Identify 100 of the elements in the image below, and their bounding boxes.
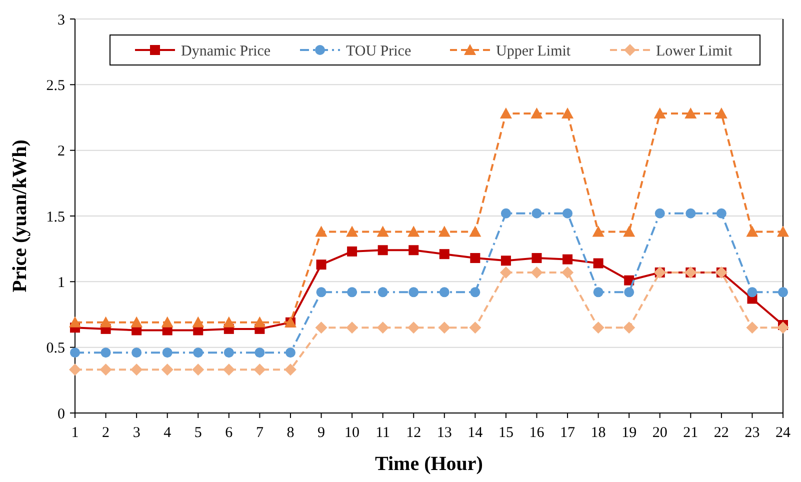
point [469, 322, 482, 334]
point [439, 287, 450, 298]
y-tick-label: 3 [58, 12, 65, 28]
point [746, 322, 758, 334]
x-tick-label: 14 [468, 425, 484, 441]
x-tick-label: 19 [622, 425, 637, 441]
y-tick-label: 1 [58, 274, 65, 291]
point [778, 287, 788, 298]
point [684, 108, 697, 119]
point [224, 348, 234, 358]
point [254, 316, 266, 328]
point [378, 245, 388, 256]
x-tick-label: 7 [256, 425, 264, 441]
point [285, 348, 296, 358]
point [378, 287, 388, 298]
y-tick-label: 0 [58, 406, 65, 422]
legend-label: Dynamic Price [181, 43, 271, 60]
point [192, 316, 204, 328]
point [193, 348, 204, 358]
point [70, 348, 80, 358]
y-tick-label: 2.5 [46, 78, 65, 94]
point [715, 108, 728, 119]
x-tick-label: 23 [744, 425, 760, 441]
point [347, 246, 358, 256]
point [562, 208, 573, 218]
point [132, 348, 142, 358]
x-tick-label: 10 [344, 425, 360, 441]
point [746, 226, 758, 237]
x-tick-label: 8 [286, 425, 294, 441]
point [438, 322, 450, 334]
point [315, 226, 328, 237]
x-tick-label: 9 [318, 425, 326, 441]
x-tick-label: 5 [194, 425, 202, 441]
x-tick-label: 22 [714, 425, 729, 441]
x-tick-label: 4 [164, 425, 172, 441]
point [254, 348, 265, 358]
point [130, 316, 143, 328]
point [562, 108, 574, 119]
x-tick-label: 16 [529, 425, 545, 441]
point [346, 322, 358, 334]
point [438, 226, 450, 237]
legend-label: Upper Limit [496, 43, 572, 60]
point [315, 322, 328, 334]
y-tick-label: 2 [58, 144, 65, 160]
point [623, 322, 636, 334]
point [100, 316, 112, 328]
y-tick-label: 0.5 [46, 340, 65, 357]
point [654, 108, 666, 119]
point [562, 254, 573, 264]
point [439, 249, 450, 260]
x-tick-label: 1 [71, 425, 79, 441]
point [777, 322, 789, 334]
point [530, 108, 543, 119]
point [100, 364, 112, 376]
point [161, 316, 174, 328]
point [192, 364, 204, 376]
point [777, 226, 789, 237]
x-tick-label: 11 [376, 425, 390, 441]
point [222, 364, 235, 376]
point [686, 208, 696, 218]
point [654, 208, 665, 218]
x-tick-label: 6 [225, 425, 234, 441]
point [624, 287, 634, 298]
point [592, 322, 604, 334]
x-tick-label: 2 [102, 425, 110, 441]
x-tick-label: 24 [776, 425, 791, 441]
x-tick-label: 18 [590, 425, 606, 441]
x-tick-label: 20 [652, 425, 668, 441]
x-tick-label: 21 [683, 425, 698, 441]
point [254, 364, 266, 376]
point [500, 208, 511, 218]
point [162, 348, 172, 358]
point [316, 287, 326, 298]
point [69, 364, 81, 376]
point [222, 316, 235, 328]
point [500, 108, 512, 119]
point [130, 364, 143, 376]
point [316, 260, 326, 270]
legend-label: Lower Limit [656, 43, 734, 60]
point [408, 226, 420, 237]
point [716, 208, 726, 218]
point [593, 258, 604, 268]
point [161, 364, 174, 376]
point [469, 226, 482, 237]
x-tick-label: 15 [498, 425, 514, 441]
y-tick-label: 1.5 [46, 209, 65, 226]
point [530, 266, 543, 278]
y-axis-title: Price (yuan/kWh) [9, 140, 31, 292]
x-tick-label: 13 [436, 425, 452, 441]
point [376, 226, 389, 237]
point [408, 287, 419, 298]
point [532, 253, 542, 264]
point [284, 364, 296, 376]
point [346, 226, 358, 237]
point [470, 253, 480, 264]
x-axis-title: Time (Hour) [375, 453, 483, 475]
point [747, 287, 758, 298]
point [500, 266, 512, 278]
x-tick-label: 17 [560, 425, 576, 441]
point [532, 208, 542, 218]
